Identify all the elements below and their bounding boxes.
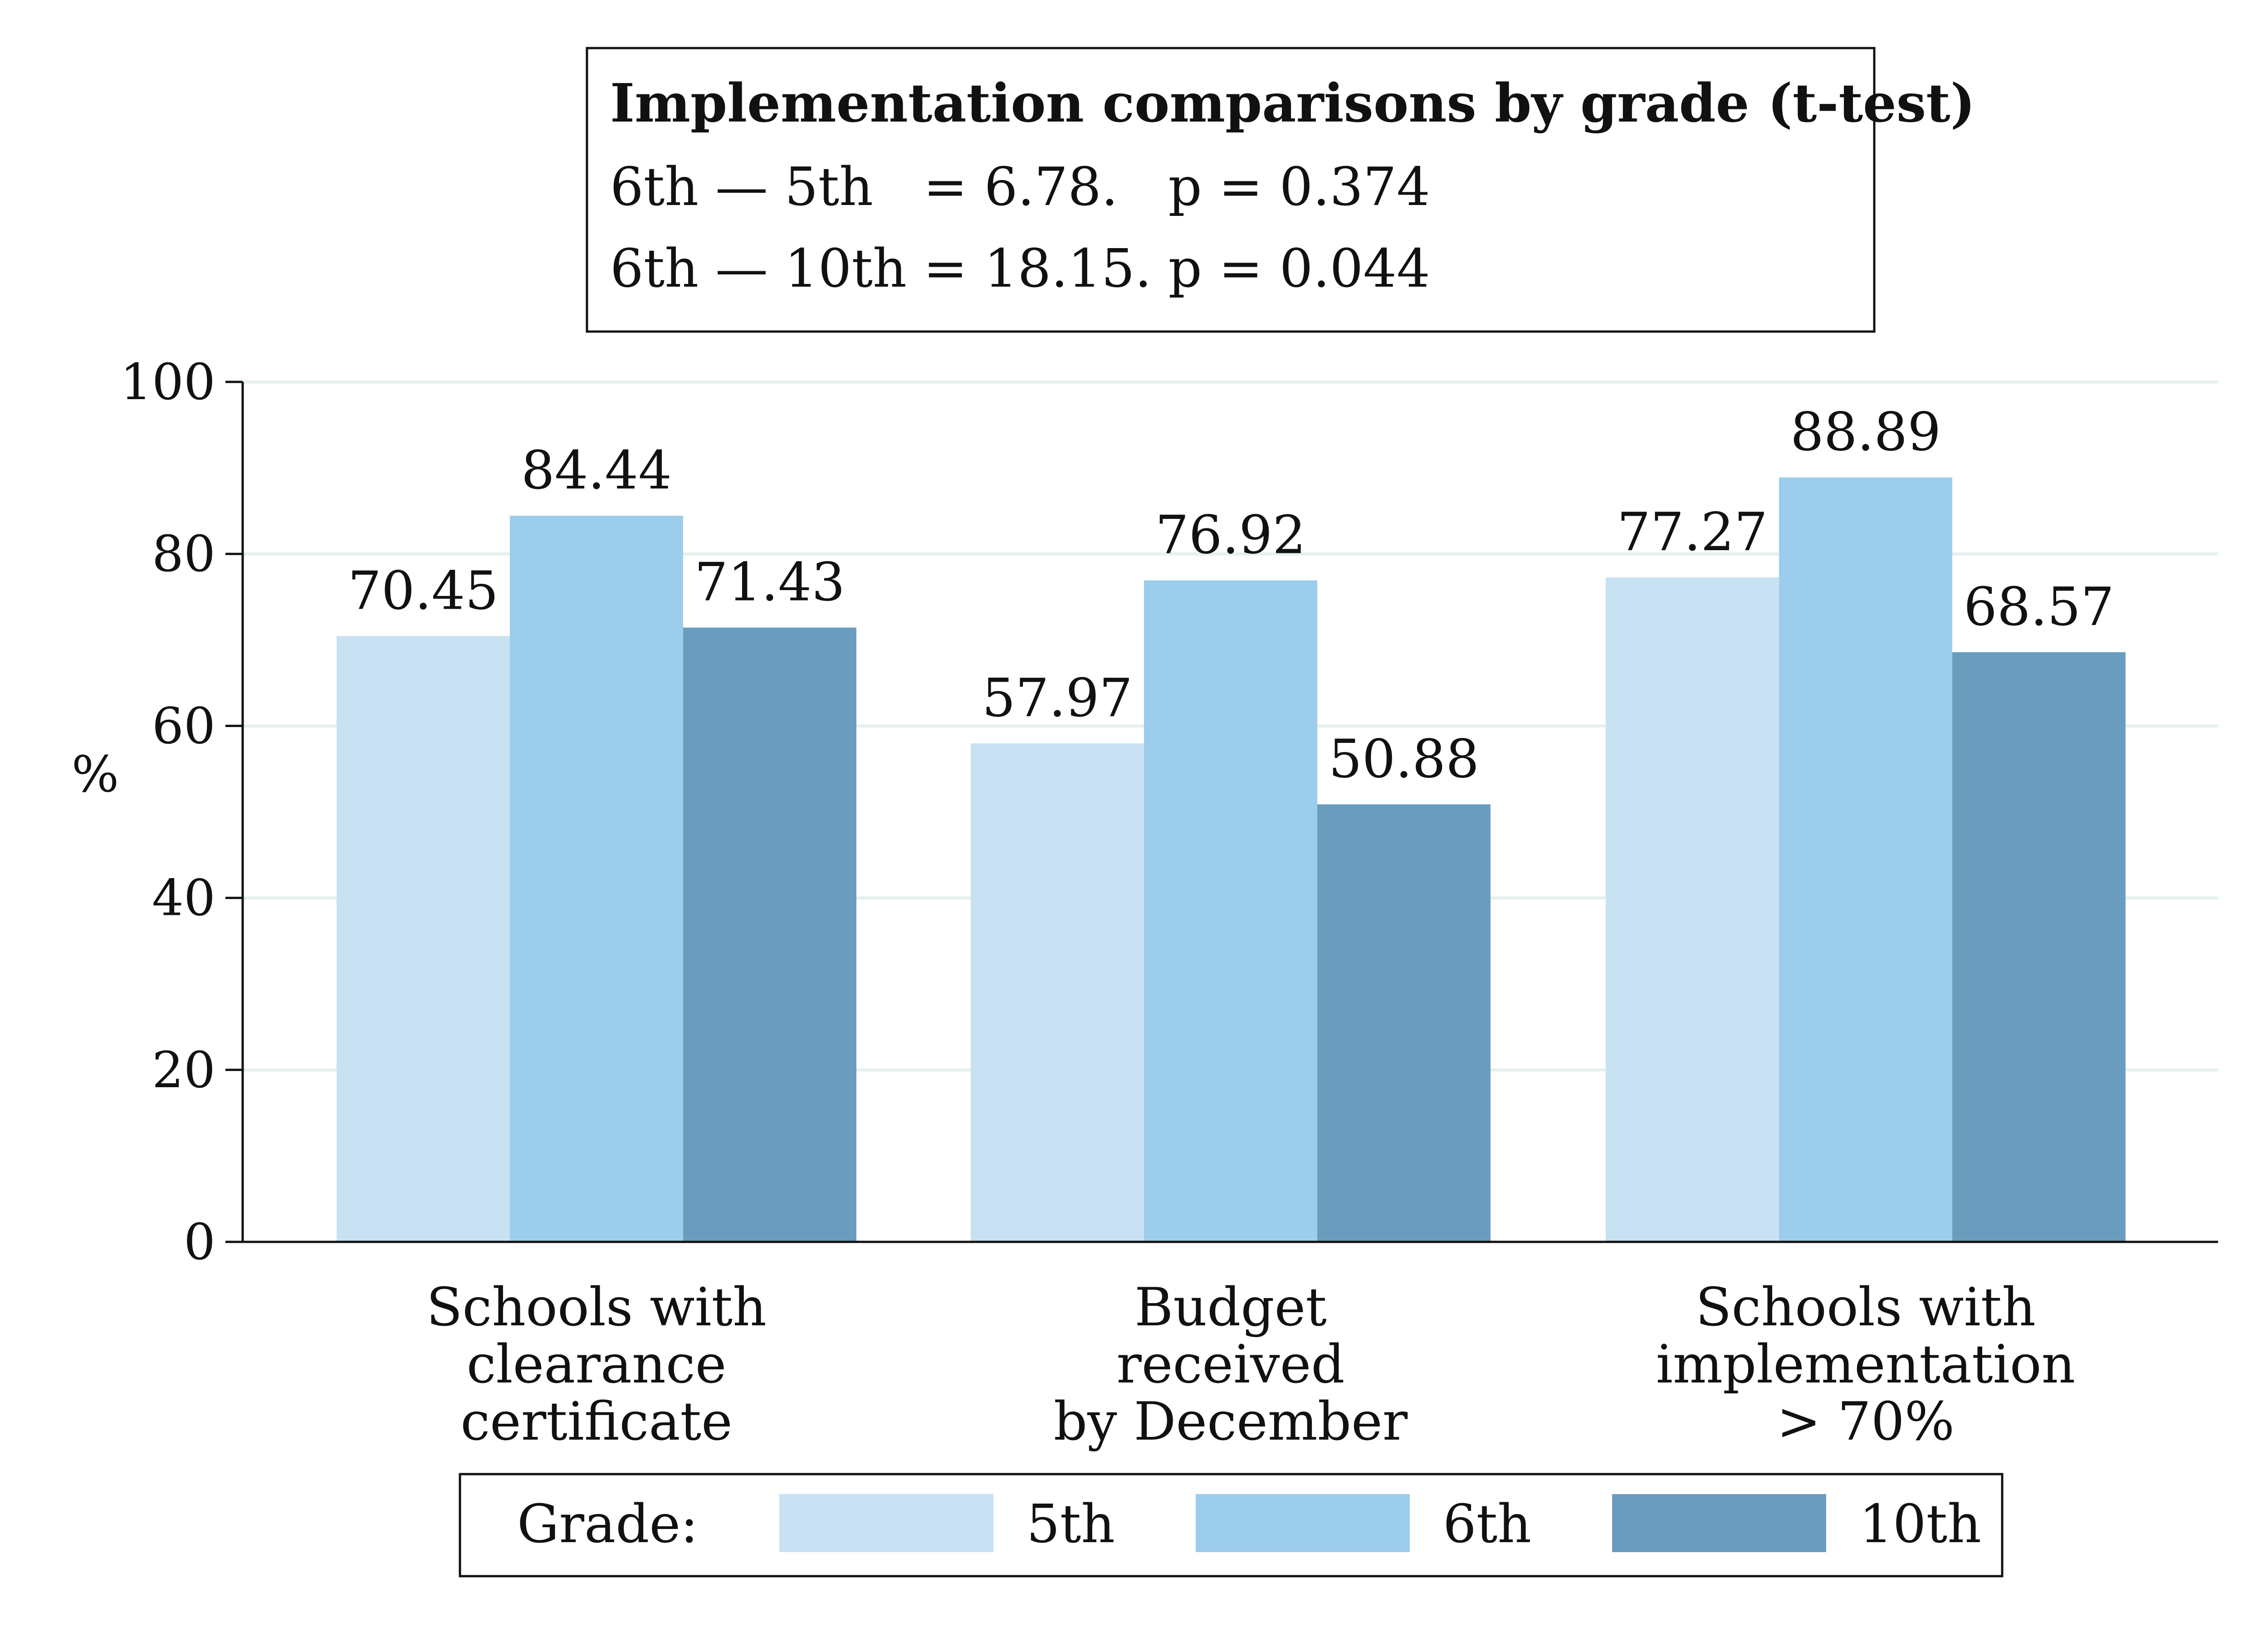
- x-category-label: Budget received by December: [1054, 1277, 1408, 1452]
- data-label: 68.57: [1964, 576, 2114, 638]
- data-label: 57.97: [982, 668, 1133, 729]
- legend-swatch-6th: [1196, 1494, 1410, 1552]
- data-label: 71.43: [694, 552, 845, 613]
- bar-10th-3: [1952, 652, 2126, 1242]
- bar-6th-1: [510, 516, 683, 1242]
- data-label: 88.89: [1790, 402, 1941, 463]
- legend-items: 5th 6th 10th: [779, 1494, 1981, 1555]
- data-label: 84.44: [521, 440, 672, 501]
- y-tick-label: 20: [152, 1041, 215, 1099]
- y-axis-label: %: [72, 745, 119, 803]
- legend-swatch-10th: [1612, 1494, 1826, 1552]
- legend: Grade: 5th 6th 10th: [459, 1473, 2004, 1578]
- legend-label-5th: 5th: [1026, 1494, 1115, 1555]
- annotation-line-1: 6th — 5th = 6.78. p = 0.374: [610, 156, 1430, 218]
- data-label: 76.92: [1155, 505, 1306, 566]
- data-label: 70.45: [348, 560, 499, 621]
- data-labels: 70.45 57.97 77.27 84.44 76.92 88.89 71.43 50.88…: [348, 402, 2114, 790]
- y-tick-label: 100: [120, 353, 215, 411]
- annotation-line-2: 6th — 10th = 18.15. p = 0.044: [610, 238, 1430, 299]
- bar-6th-3: [1779, 477, 1952, 1242]
- annotation-title: Implementation comparisons by grade (t-t…: [610, 73, 1975, 134]
- bar-10th-2: [1317, 804, 1491, 1242]
- legend-label-6th: 6th: [1443, 1494, 1531, 1555]
- legend-title: Grade:: [517, 1494, 698, 1555]
- bar-6th-2: [1144, 580, 1317, 1242]
- y-tick-label: 0: [184, 1213, 215, 1271]
- axes: 0 20 40 60 80 100 Schools with clearance certifi…: [120, 353, 2218, 1452]
- data-label: 77.27: [1617, 502, 1768, 563]
- annotation-frame: [586, 47, 1876, 333]
- y-tick-label: 60: [152, 697, 215, 755]
- bar-10th-1: [683, 627, 856, 1242]
- data-label: 50.88: [1329, 728, 1479, 790]
- x-category-label: Schools with implementation > 70%: [1656, 1277, 2076, 1452]
- legend-label-10th: 10th: [1859, 1494, 1981, 1555]
- bar-5th-2: [971, 743, 1144, 1242]
- bars: [337, 477, 2126, 1242]
- annotation-box: Implementation comparisons by grade (t-t…: [586, 47, 1975, 333]
- bar-5th-1: [337, 636, 510, 1242]
- x-category-label: Schools with clearance certificate: [426, 1277, 767, 1452]
- legend-swatch-5th: [779, 1494, 993, 1552]
- y-tick-label: 80: [152, 525, 215, 583]
- legend-frame: [459, 1473, 2004, 1578]
- y-tick-label: 40: [152, 869, 215, 927]
- bar-5th-3: [1606, 577, 1779, 1242]
